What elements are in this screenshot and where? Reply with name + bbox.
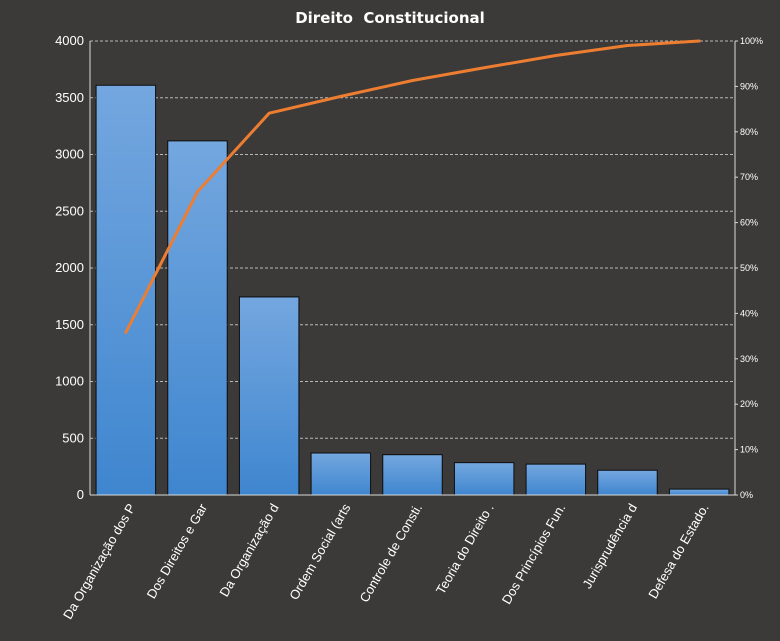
y2-tick-label: 80% bbox=[740, 127, 758, 137]
bar bbox=[525, 463, 587, 496]
bar bbox=[310, 452, 372, 496]
x-tick-label: Da Organização d bbox=[216, 501, 281, 599]
x-tick-label: Jurisprudência d bbox=[579, 501, 640, 591]
y-tick-label: 4000 bbox=[55, 33, 84, 48]
x-tick-label: Dos Princípios Fun. bbox=[499, 501, 569, 607]
y-tick-label: 1000 bbox=[55, 374, 84, 389]
y2-tick-label: 60% bbox=[740, 218, 758, 228]
y-tick-label: 1500 bbox=[55, 317, 84, 332]
cumulative-line bbox=[124, 39, 701, 334]
x-tick-label: Controle de Consti. bbox=[356, 501, 425, 605]
cumulative-percentage-line bbox=[124, 39, 701, 334]
x-tick-label: Teoria do Direito . bbox=[433, 501, 497, 597]
y-tick-label: 0 bbox=[77, 487, 84, 502]
y-tick-label: 3500 bbox=[55, 90, 84, 105]
chart-title: Direito Constitucional bbox=[295, 9, 485, 27]
y2-tick-label: 30% bbox=[740, 354, 758, 364]
x-tick-label: Ordem Social (arts bbox=[286, 501, 353, 603]
y2-tick-label: 0% bbox=[740, 490, 753, 500]
y2-tick-label: 100% bbox=[740, 36, 763, 46]
labels: 0 500 1000 1500 2000 2500 3000 3500 4000 0% 10% 20%… bbox=[55, 33, 763, 622]
y2-tick-label: 10% bbox=[740, 445, 758, 455]
axes bbox=[89, 40, 738, 496]
x-tick-label: Da Organização dos P bbox=[60, 501, 138, 622]
x-tick-label: Dos Direitos e Gar bbox=[144, 500, 211, 601]
bar bbox=[668, 488, 730, 496]
y2-tick-label: 70% bbox=[740, 172, 758, 182]
y-tick-label: 500 bbox=[62, 430, 84, 445]
y-tick-label: 3000 bbox=[55, 147, 84, 162]
y2-tick-label: 40% bbox=[740, 308, 758, 318]
bar bbox=[238, 296, 300, 496]
bar bbox=[167, 140, 228, 496]
y2-tick-label: 50% bbox=[740, 263, 758, 273]
y2-tick-label: 20% bbox=[740, 399, 758, 409]
bar bbox=[453, 462, 515, 496]
y-tick-label: 2000 bbox=[55, 260, 84, 275]
y2-tick-label: 90% bbox=[740, 81, 758, 91]
bars bbox=[95, 84, 730, 496]
x-tick-label: Defesa do Estado. bbox=[645, 501, 711, 601]
bar bbox=[382, 454, 443, 496]
y-tick-label: 2500 bbox=[55, 203, 84, 218]
bar bbox=[95, 84, 157, 496]
bar bbox=[597, 469, 658, 496]
